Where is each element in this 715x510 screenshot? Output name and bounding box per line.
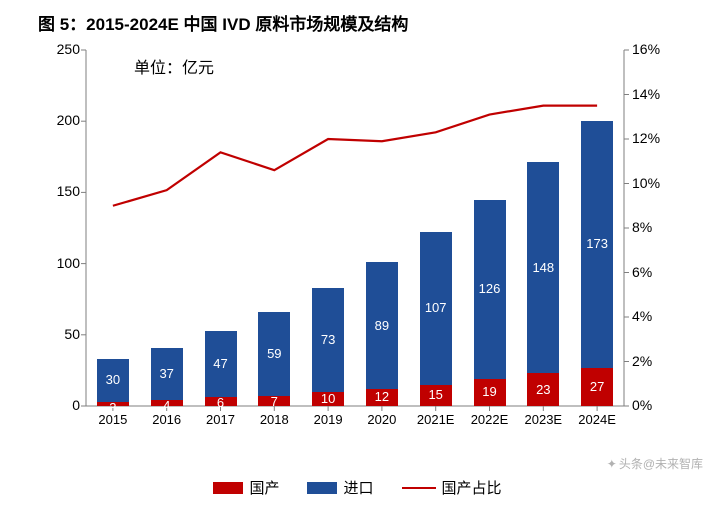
legend-swatch-import <box>307 482 337 494</box>
y-left-tick-label: 0 <box>46 397 80 413</box>
bar-label-import: 89 <box>366 318 398 333</box>
bar-label-import: 107 <box>420 300 452 315</box>
watermark: ✦ 头条@未来智库 <box>607 455 703 472</box>
y-left-tick-label: 100 <box>46 255 80 271</box>
bar-label-domestic: 3 <box>97 400 129 415</box>
legend-label: 国产 <box>249 477 279 498</box>
bar-label-import: 59 <box>258 346 290 361</box>
bar-label-domestic: 10 <box>312 391 344 406</box>
y-left-tick-label: 200 <box>46 112 80 128</box>
bar-label-import: 37 <box>151 366 183 381</box>
bar-stack: 3 30 <box>97 38 129 436</box>
legend-line-ratio <box>402 487 436 489</box>
bar-stack: 27 173 <box>581 38 613 436</box>
figure-title: 图 5：2015-2024E 中国 IVD 原料市场规模及结构 <box>38 10 408 35</box>
legend-item-import: 进口 <box>307 477 373 498</box>
bar-label-domestic: 27 <box>581 379 613 394</box>
bar-label-import: 173 <box>581 236 613 251</box>
bar-stack: 10 73 <box>312 38 344 436</box>
bar-label-domestic: 6 <box>205 395 237 410</box>
y-left-tick-label: 150 <box>46 183 80 199</box>
unit-label: 单位：亿元 <box>134 54 214 78</box>
y-right-tick-label: 16% <box>632 41 676 57</box>
bar-label-import: 148 <box>527 260 559 275</box>
watermark-icon: ✦ <box>607 457 617 471</box>
y-right-tick-label: 10% <box>632 175 676 191</box>
y-left-tick-label: 50 <box>46 326 80 342</box>
legend-label: 进口 <box>343 477 373 498</box>
bar-stack: 19 126 <box>474 38 506 436</box>
bar-label-import: 73 <box>312 332 344 347</box>
bar-stack: 4 37 <box>151 38 183 436</box>
bar-label-domestic: 4 <box>151 398 183 413</box>
legend-item-ratio: 国产占比 <box>402 477 502 498</box>
y-right-tick-label: 4% <box>632 308 676 324</box>
legend-label: 国产占比 <box>442 477 502 498</box>
bar-label-domestic: 12 <box>366 389 398 404</box>
legend-item-domestic: 国产 <box>213 477 279 498</box>
bar-stack: 23 148 <box>527 38 559 436</box>
bar-label-domestic: 19 <box>474 384 506 399</box>
y-left-tick-label: 250 <box>46 41 80 57</box>
bar-label-domestic: 7 <box>258 394 290 409</box>
ratio-line <box>113 106 597 206</box>
bar-stack: 6 47 <box>205 38 237 436</box>
y-right-tick-label: 14% <box>632 86 676 102</box>
bar-label-import: 47 <box>205 356 237 371</box>
bar-label-domestic: 23 <box>527 382 559 397</box>
legend-swatch-domestic <box>213 482 243 494</box>
legend: 国产 进口 国产占比 <box>0 477 715 498</box>
y-right-tick-label: 0% <box>632 397 676 413</box>
bar-stack: 12 89 <box>366 38 398 436</box>
y-right-tick-label: 2% <box>632 353 676 369</box>
bar-label-import: 30 <box>97 372 129 387</box>
watermark-text: 头条@未来智库 <box>619 455 703 472</box>
chart-area: 0501001502002500%2%4%6%8%10%12%14%16%201… <box>38 38 678 436</box>
bar-stack: 15 107 <box>420 38 452 436</box>
y-right-tick-label: 8% <box>632 219 676 235</box>
bar-label-domestic: 15 <box>420 387 452 402</box>
y-right-tick-label: 12% <box>632 130 676 146</box>
y-right-tick-label: 6% <box>632 264 676 280</box>
bar-label-import: 126 <box>474 281 506 296</box>
bar-stack: 7 59 <box>258 38 290 436</box>
